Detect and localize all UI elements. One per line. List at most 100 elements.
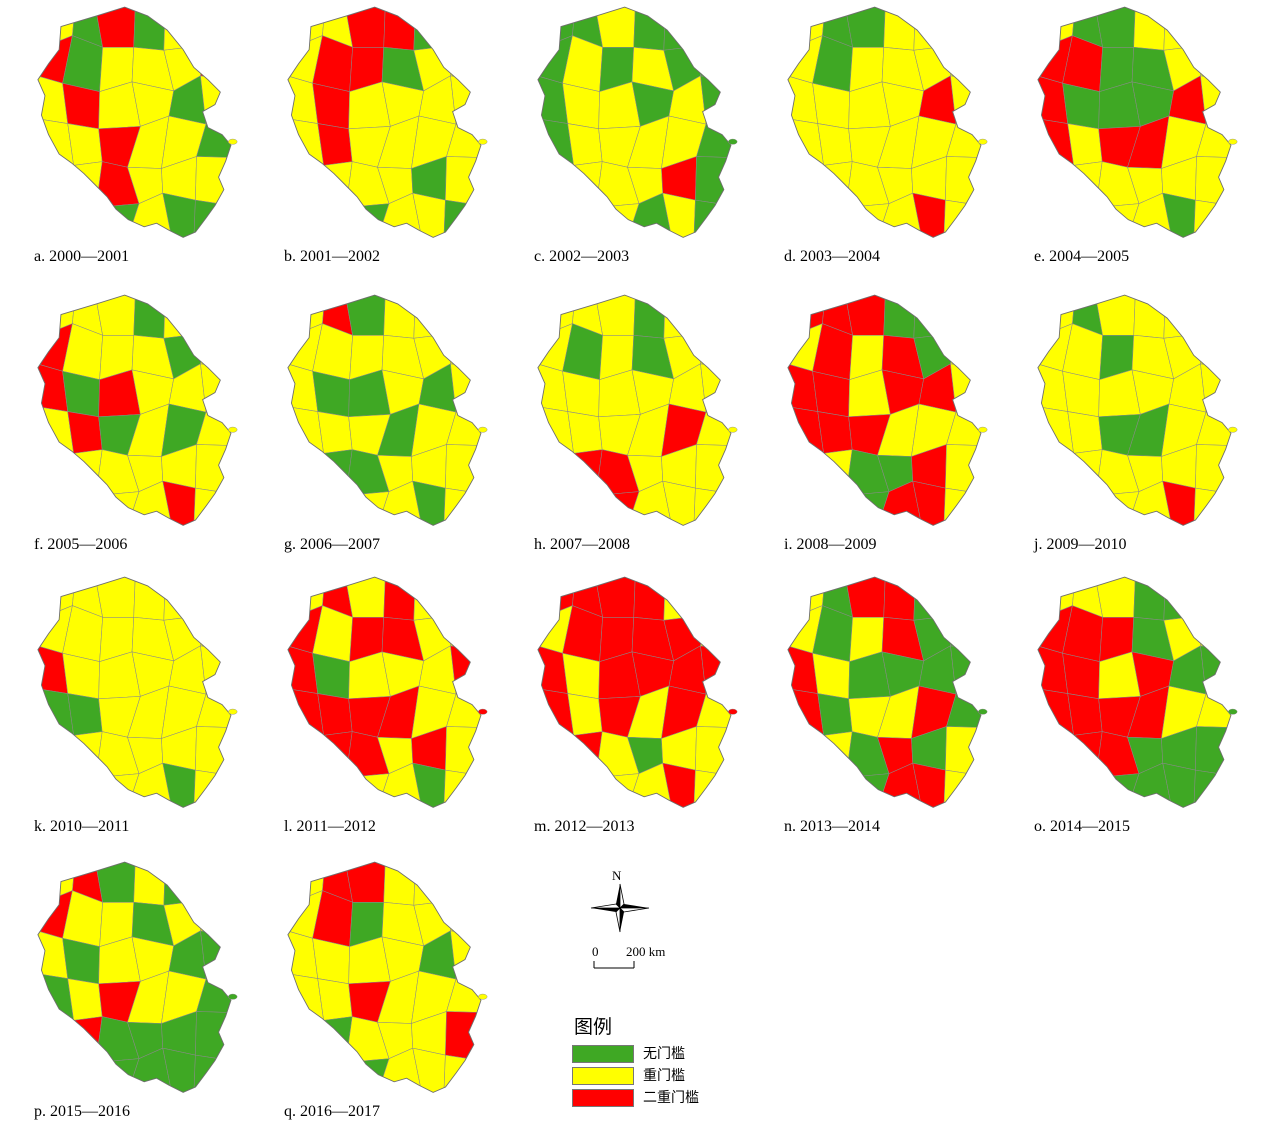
map-region-single — [1037, 772, 1074, 808]
map-region-double — [445, 1011, 481, 1062]
map-region-single — [200, 612, 231, 651]
map-region-single — [1195, 156, 1231, 207]
map-region-none — [693, 199, 731, 238]
map-region-single — [695, 444, 731, 495]
map-region-single — [448, 295, 481, 334]
map-region-double — [1162, 480, 1196, 526]
map-region-single — [563, 772, 597, 808]
map-region-single — [1037, 202, 1074, 238]
map-region-none — [162, 762, 196, 808]
map-region-single — [1193, 199, 1231, 238]
map-region-double — [563, 731, 603, 778]
map-region-single — [1163, 7, 1206, 51]
map-region-single — [63, 161, 103, 208]
region-map — [37, 294, 238, 526]
region-map — [787, 6, 988, 238]
map-region-single — [287, 490, 324, 526]
panel-caption: a. 2000—2001 — [34, 248, 130, 265]
region-outline — [787, 6, 982, 238]
map-region-double — [1067, 693, 1103, 736]
map-region-double — [912, 192, 946, 238]
map-region-single — [913, 7, 956, 51]
region-map — [37, 6, 238, 238]
map-region-none — [37, 735, 75, 773]
map-region-single — [37, 490, 74, 526]
map-region-single — [567, 123, 603, 166]
map-region-single — [693, 487, 731, 526]
map-region-none — [413, 7, 456, 51]
offshore-island — [978, 708, 988, 715]
map-region-none — [817, 693, 853, 736]
scale-distance-label: 200 km — [626, 944, 666, 959]
map-panel: p. 2015—2016 — [0, 855, 240, 1135]
panel-caption: d. 2003—2004 — [784, 248, 880, 265]
panel-caption: c. 2002—2003 — [534, 248, 630, 265]
map-region-single — [1037, 490, 1074, 526]
map-region-none — [312, 652, 350, 700]
map-region-none — [62, 370, 100, 418]
map-region-single — [448, 862, 481, 901]
map-region-none — [163, 862, 206, 906]
map-region-single — [562, 82, 600, 130]
region-map — [287, 861, 488, 1093]
region-outline — [537, 6, 732, 238]
map-region-double — [662, 762, 696, 808]
map-region-single — [193, 769, 231, 808]
offshore-island — [978, 138, 988, 145]
map-region-single — [787, 772, 824, 808]
map-region-single — [813, 490, 847, 526]
panel-caption: f. 2005—2006 — [34, 536, 128, 553]
map-region-single — [1198, 295, 1231, 334]
map-region-single — [1200, 42, 1231, 81]
map-region-single — [287, 453, 325, 491]
map-region-single — [1063, 772, 1097, 808]
offshore-island — [478, 708, 488, 715]
map-region-single — [537, 735, 575, 773]
map-region-none — [1193, 769, 1231, 808]
legend-title: 图例 — [574, 1016, 613, 1038]
map-region-none — [443, 199, 481, 238]
map-region-single — [698, 577, 731, 616]
map-region-single — [450, 612, 481, 651]
map-region-none — [63, 202, 97, 238]
map-region-single — [198, 7, 231, 46]
map-region-single — [662, 480, 696, 526]
map-region-single — [813, 772, 847, 808]
map-panel: f. 2005—2006 — [0, 288, 240, 568]
offshore-island — [978, 426, 988, 433]
region-map — [537, 576, 738, 808]
region-outline — [537, 294, 732, 526]
map-region-single — [693, 769, 731, 808]
map-region-double — [817, 411, 853, 454]
map-region-single — [198, 295, 231, 334]
map-region-single — [700, 612, 731, 651]
map-region-single — [662, 192, 696, 238]
map-panel: n. 2013—2014 — [750, 570, 990, 850]
map-panel: m. 2012—2013 — [500, 570, 740, 850]
map-region-single — [945, 156, 981, 207]
region-outline — [787, 576, 982, 808]
map-region-none — [1162, 762, 1196, 808]
map-region-none — [62, 937, 100, 985]
map-region-single — [1067, 411, 1103, 454]
panel-caption: m. 2012—2013 — [534, 818, 635, 835]
region-map — [1037, 6, 1238, 238]
legend-swatch-single — [572, 1067, 634, 1085]
map-region-single — [37, 453, 75, 491]
map-region-single — [563, 202, 597, 238]
map-region-single — [948, 577, 981, 616]
map-region-single — [1063, 161, 1103, 208]
map-panel: h. 2007—2008 — [500, 288, 740, 568]
region-map — [537, 6, 738, 238]
map-region-none — [913, 577, 956, 621]
map-region-double — [812, 370, 850, 418]
map-region-single — [698, 7, 731, 46]
map-region-single — [1067, 123, 1103, 166]
north-arrow-icon — [590, 883, 650, 933]
map-region-single — [450, 897, 481, 936]
map-panel: k. 2010—2011 — [0, 570, 240, 850]
scale-zero-label: 0 — [592, 944, 599, 959]
map-region-double — [62, 82, 100, 130]
region-outline — [287, 6, 482, 238]
map-region-single — [413, 295, 456, 339]
